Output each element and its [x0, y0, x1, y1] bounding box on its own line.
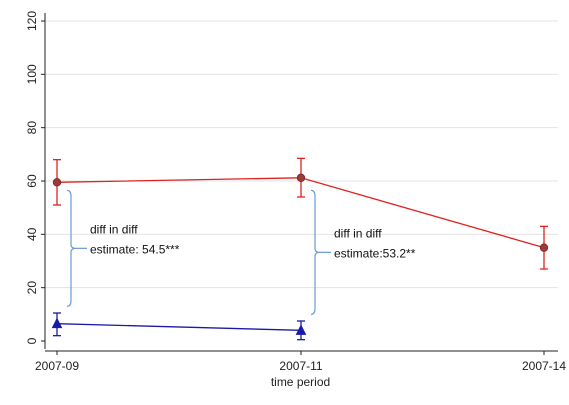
- y-tick-label: 20: [25, 281, 39, 295]
- data-point: [296, 173, 306, 182]
- y-tick-label: 100: [25, 64, 39, 84]
- annotation-line1: diff in diff: [334, 226, 382, 240]
- data-point: [52, 178, 62, 187]
- y-tick-label: 80: [25, 121, 39, 135]
- data-point: [51, 317, 63, 329]
- y-tick-label: 60: [25, 174, 39, 188]
- y-tick-label: 40: [25, 227, 39, 241]
- series-line: [56, 323, 302, 331]
- annotation-line1: diff in diff: [90, 222, 138, 236]
- axes: [41, 13, 558, 355]
- tick-labels: 0 20 40 60 80 100 120 2007-09 2007-11 2007-14: [25, 11, 566, 373]
- series: [51, 157, 549, 341]
- x-tick-label: 2007-11: [279, 359, 322, 373]
- annotations: diff in diff estimate: 54.5*** diff in dif…: [66, 189, 416, 315]
- brace: [66, 189, 77, 307]
- x-axis-title: time period: [271, 375, 330, 389]
- y-tick-label: 120: [25, 11, 39, 31]
- data-point: [295, 324, 307, 335]
- y-tick-label: 0: [25, 337, 39, 344]
- data-point: [539, 243, 549, 252]
- annotation-line2: estimate: 54.5***: [90, 242, 180, 256]
- x-tick-label: 2007-14: [522, 359, 566, 373]
- annotation-line2: estimate:53.2**: [334, 246, 416, 260]
- x-tick-label: 2007-09: [35, 359, 79, 373]
- brace: [310, 189, 321, 315]
